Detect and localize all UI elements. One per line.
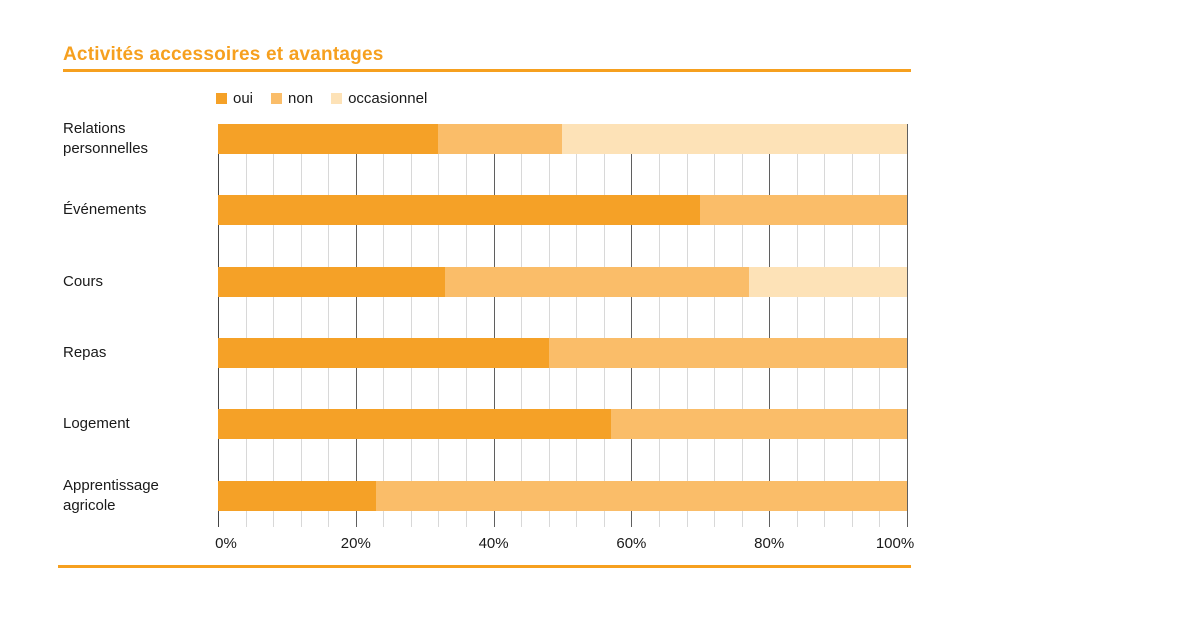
gridline-major xyxy=(218,124,219,527)
gridline-minor xyxy=(686,124,688,527)
legend-label: oui xyxy=(233,90,254,107)
gridline-minor xyxy=(824,124,826,527)
category-label: Logement xyxy=(63,415,130,433)
bar-row xyxy=(218,124,907,154)
bar-row xyxy=(218,195,907,226)
gridline-minor xyxy=(383,124,385,527)
bottom-rule xyxy=(58,565,911,568)
bar-segment-oui xyxy=(218,480,377,511)
bar-row xyxy=(218,409,907,440)
category-label: Apprentissage agricole xyxy=(63,476,159,514)
category-label: Événements xyxy=(63,201,147,219)
gridline-minor xyxy=(466,124,468,527)
bar-segment-non xyxy=(445,266,749,297)
legend-item-non: non xyxy=(271,90,313,107)
bar-segment-non xyxy=(548,337,907,368)
x-axis-tick-label: 40% xyxy=(478,535,509,552)
gridline-minor xyxy=(438,124,440,527)
legend-item-occasionnel: occasionnel xyxy=(331,90,427,107)
plot-area xyxy=(218,124,908,527)
gridline-minor xyxy=(603,124,605,527)
gridline-minor xyxy=(521,124,523,527)
gridline-minor xyxy=(548,124,550,527)
legend-swatch-icon xyxy=(331,93,343,104)
gridline-major xyxy=(493,124,495,527)
bar-segment-occasionnel xyxy=(562,124,907,154)
bar-segment-non xyxy=(610,409,907,440)
bar-segment-non xyxy=(376,480,907,511)
gridline-major xyxy=(769,124,771,527)
chart-title: Activités accessoires et avantages xyxy=(63,44,384,65)
gridline-minor xyxy=(714,124,716,527)
title-rule xyxy=(63,69,911,72)
gridline-minor xyxy=(741,124,743,527)
x-axis-tick-label: 20% xyxy=(340,535,371,552)
bar-segment-oui xyxy=(218,409,611,440)
x-axis-tick-label: 0% xyxy=(215,535,237,552)
legend-swatch-icon xyxy=(271,93,283,104)
gridline-minor xyxy=(796,124,798,527)
category-label: Relations personnelles xyxy=(63,120,149,157)
gridline-major xyxy=(631,124,633,527)
gridline-minor xyxy=(300,124,302,527)
x-axis-tick-label: 60% xyxy=(616,535,647,552)
gridline-minor xyxy=(879,124,881,527)
gridline-minor xyxy=(576,124,578,527)
legend-item-oui: oui xyxy=(216,90,253,107)
x-axis-tick-label: 100% xyxy=(875,535,915,552)
gridline-major xyxy=(907,124,908,527)
legend-label: non xyxy=(288,90,314,107)
gridline-minor xyxy=(245,124,247,527)
bar-segment-oui xyxy=(218,124,439,154)
category-label: Repas xyxy=(63,343,107,361)
legend-label: occasionnel xyxy=(348,90,428,107)
category-label: Cours xyxy=(63,272,104,290)
bar-segment-non xyxy=(438,124,563,154)
gridline-minor xyxy=(410,124,412,527)
legend-swatch-icon xyxy=(216,93,227,104)
x-axis-tick-label: 80% xyxy=(754,535,785,552)
gridline-minor xyxy=(851,124,853,527)
gridline-minor xyxy=(328,124,330,527)
bar-segment-occasionnel xyxy=(748,266,907,297)
gridline-minor xyxy=(273,124,275,527)
gridline-major xyxy=(355,124,357,527)
bar-segment-non xyxy=(700,195,907,226)
bar-segment-oui xyxy=(218,266,446,297)
bar-row xyxy=(218,337,907,368)
bar-segment-oui xyxy=(218,195,701,226)
gridline-minor xyxy=(658,124,660,527)
bar-row xyxy=(218,266,907,297)
chart-legend: oui non occasionnel xyxy=(216,90,427,107)
bar-segment-oui xyxy=(218,337,549,368)
bar-row xyxy=(218,480,907,511)
